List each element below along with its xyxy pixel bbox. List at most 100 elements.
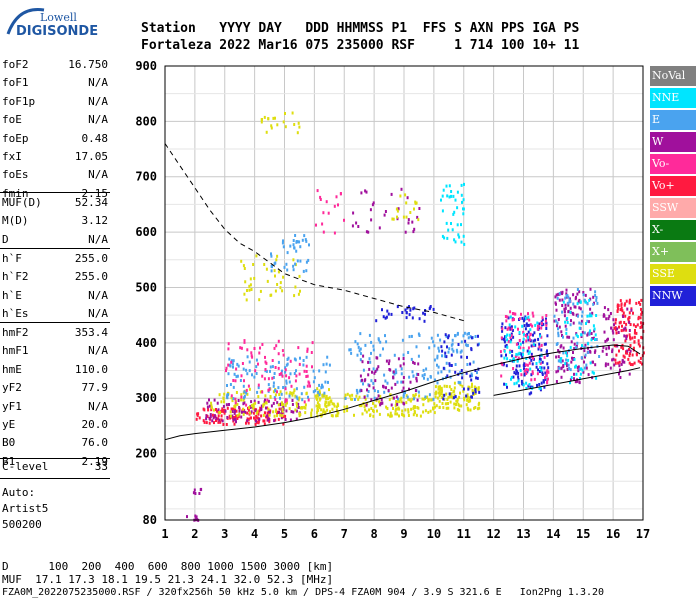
data-point — [312, 380, 315, 384]
data-point — [390, 403, 393, 407]
data-point — [273, 419, 276, 423]
data-point — [595, 338, 598, 341]
data-point — [586, 302, 589, 305]
data-point — [641, 362, 643, 366]
data-point — [470, 378, 473, 382]
data-point — [635, 331, 638, 335]
data-point — [280, 416, 283, 420]
data-point — [554, 301, 557, 305]
data-point — [264, 394, 267, 398]
data-point — [302, 269, 305, 273]
data-point — [293, 357, 296, 361]
data-point — [195, 515, 198, 519]
data-point — [541, 360, 544, 364]
data-point — [443, 236, 446, 240]
data-point — [584, 293, 587, 297]
data-point — [272, 116, 275, 120]
data-point — [394, 368, 397, 372]
data-point — [470, 336, 473, 340]
data-point — [263, 115, 266, 119]
data-point — [406, 306, 409, 310]
data-point — [451, 396, 454, 400]
data-point — [255, 358, 258, 362]
data-point — [331, 402, 334, 406]
data-point — [505, 353, 507, 357]
data-point — [225, 369, 227, 373]
data-point — [270, 252, 272, 256]
param-row: h`F 255.0 — [0, 250, 112, 268]
data-point — [303, 405, 306, 409]
data-point — [565, 327, 568, 331]
data-point — [233, 415, 236, 419]
data-point — [219, 411, 222, 415]
data-point — [225, 403, 228, 407]
data-point — [370, 218, 373, 222]
data-point — [321, 393, 324, 397]
data-point — [412, 406, 415, 410]
data-point — [536, 321, 539, 325]
data-point — [372, 348, 375, 352]
data-point — [372, 409, 374, 412]
data-point — [275, 258, 278, 262]
data-point — [528, 361, 531, 365]
data-point — [440, 370, 443, 374]
data-point — [225, 366, 228, 370]
data-point — [636, 323, 639, 327]
data-point — [382, 315, 385, 319]
data-point — [263, 263, 266, 266]
auto-artist: Artist5 — [2, 502, 49, 515]
data-point — [538, 354, 541, 358]
data-point — [573, 377, 575, 381]
data-point — [216, 401, 219, 405]
param-name: MUF(D) — [2, 196, 42, 209]
data-point — [509, 315, 512, 319]
data-point — [417, 406, 420, 410]
data-point — [545, 327, 548, 330]
data-point — [298, 240, 301, 244]
data-point — [448, 362, 451, 366]
data-point — [467, 387, 470, 391]
data-point — [206, 405, 209, 409]
data-point — [273, 269, 276, 273]
data-point — [248, 406, 251, 410]
data-point — [361, 360, 364, 364]
data-point — [580, 356, 583, 360]
data-point — [583, 298, 586, 302]
data-point — [556, 324, 558, 328]
data-point — [637, 359, 640, 363]
muf-dashed-curve — [164, 143, 464, 322]
data-point — [575, 333, 578, 337]
data-point — [276, 414, 278, 418]
data-point — [308, 243, 310, 247]
data-point — [639, 360, 642, 364]
data-point — [414, 405, 416, 409]
param-group-frequencies: foF2 16.750 foF1 N/A foF1p N/A foE N/A foEp 0.48 f… — [0, 56, 112, 203]
data-point — [561, 310, 564, 314]
data-point — [203, 420, 206, 424]
data-point — [274, 274, 276, 278]
data-point — [430, 398, 433, 402]
data-point — [282, 422, 285, 426]
data-point — [557, 334, 560, 338]
data-point — [557, 359, 560, 363]
data-point — [350, 397, 352, 401]
data-point — [404, 391, 406, 395]
data-point — [213, 421, 215, 425]
data-point — [533, 331, 536, 335]
data-point — [629, 335, 631, 339]
data-point — [622, 347, 625, 351]
data-point — [402, 362, 405, 366]
data-point — [299, 259, 302, 263]
data-point — [615, 331, 618, 335]
data-point — [614, 326, 617, 330]
data-point — [628, 321, 631, 324]
data-point — [530, 378, 533, 382]
data-point — [602, 314, 605, 318]
data-point — [476, 407, 479, 411]
data-point — [566, 354, 569, 358]
data-point — [372, 414, 375, 418]
data-point — [526, 317, 529, 321]
data-point — [447, 350, 450, 354]
data-point — [557, 318, 560, 321]
data-point — [233, 372, 236, 376]
